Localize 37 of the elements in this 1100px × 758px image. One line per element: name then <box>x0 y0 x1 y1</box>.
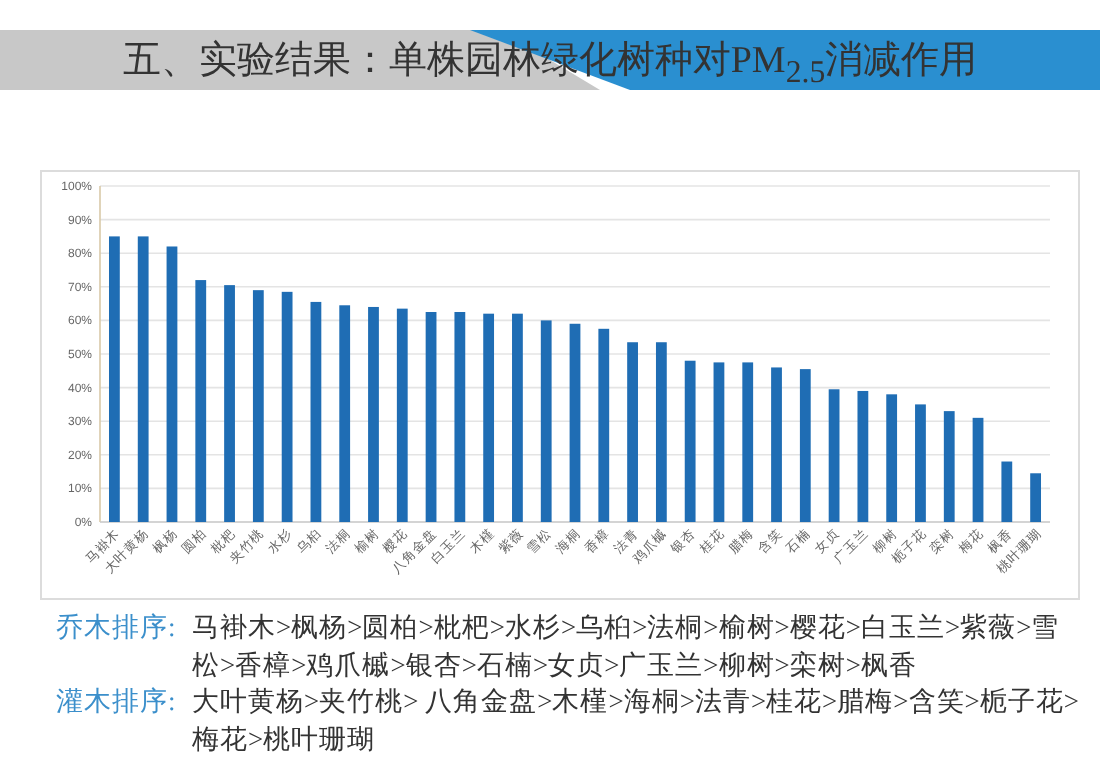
bar <box>396 308 408 522</box>
bar <box>627 342 638 522</box>
bar <box>137 236 149 522</box>
bar <box>454 312 466 522</box>
bar <box>799 369 811 522</box>
bar <box>425 312 437 522</box>
bar <box>252 290 264 522</box>
bar <box>310 301 322 522</box>
bar <box>339 305 351 522</box>
bar <box>886 394 898 522</box>
bar <box>483 313 495 522</box>
bar <box>1001 461 1013 522</box>
bar <box>281 291 293 522</box>
bar <box>1030 473 1042 522</box>
bar <box>569 323 581 522</box>
bar <box>857 390 869 522</box>
bar <box>742 362 754 522</box>
bar <box>512 313 523 522</box>
bar <box>655 342 667 522</box>
text: 大叶黄杨>夹竹桃> 八角金盘>木槿>海桐>法青>桂花>腊梅>含笑>栀子花>梅花>桃叶珊瑚 <box>192 684 1082 757</box>
bar <box>771 367 782 522</box>
bar <box>540 320 552 522</box>
bar <box>598 328 610 522</box>
bar <box>828 389 840 522</box>
bar <box>943 411 955 522</box>
text: 灌木排序: <box>56 684 178 720</box>
bar <box>195 280 207 522</box>
text: 乔木排序: <box>56 610 178 646</box>
bar <box>713 362 725 522</box>
bar <box>972 417 984 522</box>
bar <box>108 236 120 522</box>
bar <box>684 360 696 522</box>
text: 马褂木>枫杨>圆柏>枇杷>水杉>乌桕>法桐>榆树>樱花>白玉兰>紫薇>雪松>香樟>鸡爪槭>银杏>石楠>女贞>广玉兰>柳树>栾树>枫香 <box>192 610 1062 683</box>
bar <box>166 246 178 522</box>
bar <box>368 306 379 522</box>
bar <box>915 404 926 522</box>
bar <box>224 285 235 522</box>
